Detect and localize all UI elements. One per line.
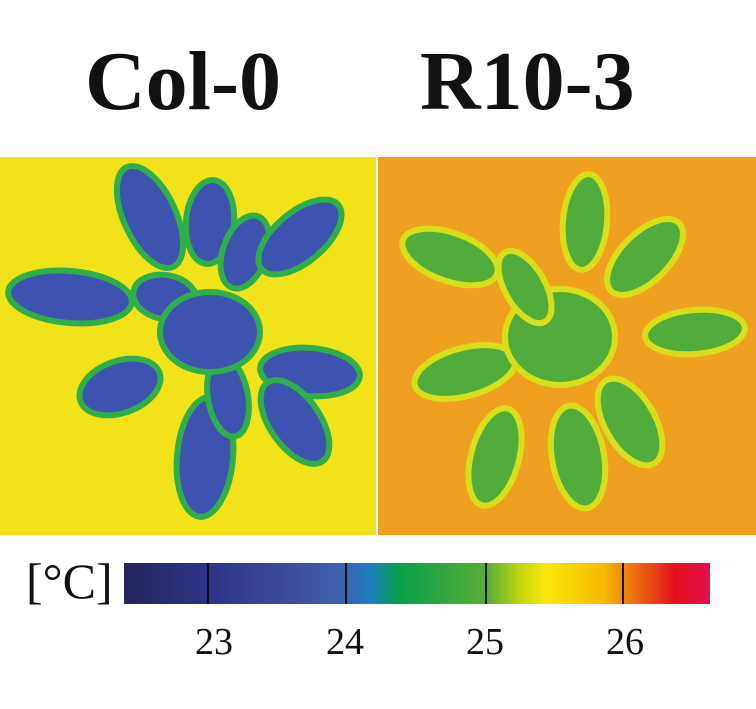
- leaf: [157, 289, 263, 375]
- leaf: [76, 355, 164, 419]
- leaf: [5, 267, 135, 327]
- colorbar-unit: [°C]: [26, 553, 113, 609]
- colorbar: [124, 563, 710, 604]
- tick-label-26: 26: [606, 621, 644, 663]
- leaf: [604, 216, 686, 298]
- tick-label-24: 24: [326, 621, 364, 663]
- leaf: [255, 196, 345, 278]
- leaf: [559, 171, 611, 273]
- leaf: [642, 306, 748, 358]
- colorbar-tick: [622, 563, 624, 604]
- leaf: [113, 162, 187, 272]
- col-0-title: Col-0: [85, 35, 281, 128]
- colorbar-tick: [345, 563, 347, 604]
- leaf: [257, 377, 333, 467]
- r10-3-thermal-image: [378, 157, 756, 535]
- leaf: [465, 405, 525, 509]
- r10-3-title: R10-3: [420, 35, 635, 128]
- colorbar-tick: [207, 563, 209, 604]
- tick-label-25: 25: [466, 621, 504, 663]
- col-0-thermal-image: [0, 157, 376, 535]
- leaf: [495, 247, 555, 327]
- leaf: [547, 402, 609, 512]
- tick-label-23: 23: [195, 621, 233, 663]
- colorbar-tick: [485, 563, 487, 604]
- leaf: [594, 375, 666, 469]
